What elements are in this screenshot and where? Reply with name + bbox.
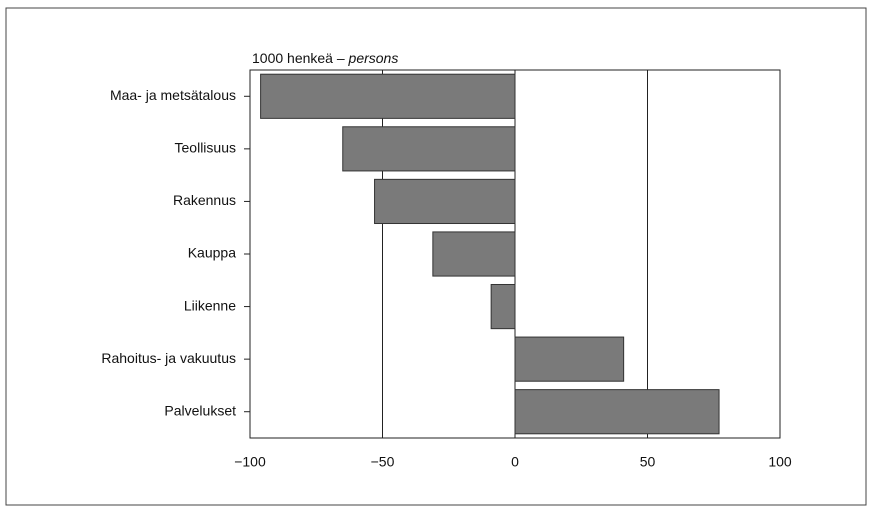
bar xyxy=(432,231,516,277)
x-tick-label: 50 xyxy=(640,454,656,470)
axis-title-en: persons xyxy=(348,50,399,66)
bar xyxy=(260,73,516,119)
y-tick-label: Liikenne xyxy=(184,297,236,313)
bar xyxy=(514,336,625,382)
axis-title: 1000 henkeä – persons xyxy=(252,50,398,66)
y-tick-label: Palvelukset xyxy=(164,402,236,418)
x-tick-label: −100 xyxy=(234,454,266,470)
bar xyxy=(490,283,516,330)
y-tick-label: Rakennus xyxy=(173,192,236,208)
x-tick-label: −50 xyxy=(371,454,395,470)
bar xyxy=(514,389,720,435)
x-tick-label: 0 xyxy=(511,454,519,470)
x-tick-label: 100 xyxy=(768,454,792,470)
bar xyxy=(374,178,516,225)
frame xyxy=(5,7,867,506)
y-tick-label: Kauppa xyxy=(188,245,236,261)
bar xyxy=(342,126,516,172)
y-tick-label: Maa- ja metsätalous xyxy=(110,87,236,103)
y-tick-label: Teollisuus xyxy=(175,140,236,156)
axis-title-fi: 1000 henkeä – xyxy=(252,50,345,66)
y-tick-label: Rahoitus- ja vakuutus xyxy=(101,350,236,366)
